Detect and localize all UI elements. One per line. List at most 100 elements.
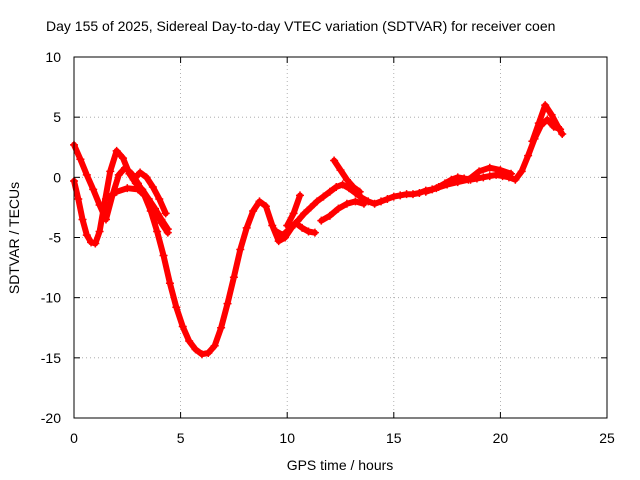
- y-tick-label: -5: [49, 230, 62, 246]
- data-point: [342, 175, 351, 184]
- data-point: [421, 187, 430, 196]
- x-tick-label: 20: [493, 430, 509, 446]
- data-point: [119, 154, 128, 163]
- data-point: [114, 170, 123, 179]
- series-receiver-coen-track-C: [101, 184, 172, 237]
- data-point: [278, 231, 287, 240]
- data-point: [78, 215, 87, 224]
- data-point: [272, 227, 281, 236]
- data-point: [223, 299, 232, 308]
- series-track: [318, 198, 367, 224]
- data-point: [475, 167, 484, 176]
- data-point: [291, 219, 300, 228]
- data-point: [334, 204, 343, 213]
- data-point: [349, 182, 358, 191]
- data-point: [185, 336, 194, 345]
- data-point: [359, 199, 368, 208]
- data-point: [313, 197, 322, 206]
- data-point: [268, 221, 277, 230]
- data-point: [485, 163, 494, 172]
- data-point: [255, 197, 264, 206]
- x-tick-label: 15: [386, 430, 402, 446]
- data-point: [165, 279, 174, 288]
- data-point: [112, 187, 121, 196]
- data-point: [144, 194, 153, 203]
- series-receiver-coen-track-E: [272, 219, 319, 240]
- data-point: [507, 169, 516, 178]
- data-point: [123, 184, 132, 193]
- data-point: [142, 173, 151, 182]
- data-point: [383, 194, 392, 203]
- data-point: [355, 187, 364, 196]
- chart-title: Day 155 of 2025, Sidereal Day-to-day VTE…: [46, 18, 555, 34]
- plot-frame: [73, 56, 608, 419]
- data-point: [342, 199, 351, 208]
- data-point: [336, 166, 345, 175]
- data-point: [172, 303, 181, 312]
- data-point: [289, 209, 298, 218]
- data-series: [70, 101, 567, 359]
- data-point: [101, 194, 110, 203]
- data-point: [325, 211, 334, 220]
- data-point: [295, 191, 304, 200]
- data-point: [325, 187, 334, 196]
- data-point: [396, 191, 405, 200]
- data-point: [99, 203, 108, 212]
- data-point: [242, 223, 251, 232]
- data-point: [298, 223, 307, 232]
- data-point: [543, 115, 552, 124]
- series-track: [130, 169, 169, 217]
- series-receiver-coen-track-F: [283, 191, 304, 230]
- data-point: [304, 227, 313, 236]
- grid-lines: [74, 57, 607, 418]
- data-point: [217, 323, 226, 332]
- data-point: [155, 194, 164, 203]
- data-point: [151, 207, 160, 216]
- data-point: [283, 221, 292, 230]
- data-point: [319, 192, 328, 201]
- data-point: [148, 182, 157, 191]
- data-point: [524, 151, 533, 160]
- data-point: [553, 122, 562, 131]
- data-point: [300, 209, 309, 218]
- y-tick-label: 0: [53, 169, 61, 185]
- data-point: [310, 228, 319, 237]
- data-point: [274, 237, 283, 246]
- data-point: [317, 216, 326, 225]
- data-point: [492, 170, 501, 179]
- data-point: [389, 192, 398, 201]
- data-point: [197, 350, 206, 359]
- data-point: [178, 322, 187, 331]
- y-tick-label: -20: [41, 410, 61, 426]
- data-point: [496, 166, 505, 175]
- data-point: [204, 349, 213, 358]
- series-receiver-coen-track-H: [317, 197, 368, 225]
- data-point: [443, 180, 452, 189]
- data-point: [377, 197, 386, 206]
- data-point: [136, 168, 145, 177]
- data-point: [161, 209, 170, 218]
- data-point: [464, 175, 473, 184]
- data-point: [249, 207, 258, 216]
- data-point: [415, 188, 424, 197]
- data-point: [87, 238, 96, 247]
- data-point: [157, 219, 166, 228]
- data-point: [191, 345, 200, 354]
- data-point: [517, 167, 526, 176]
- data-point: [129, 175, 138, 184]
- data-point: [210, 341, 219, 350]
- data-point: [76, 155, 85, 164]
- data-point: [528, 137, 537, 146]
- data-point: [432, 184, 441, 193]
- data-point: [229, 273, 238, 282]
- series-receiver-coen-track-A: [70, 115, 565, 359]
- y-tick-label: 5: [53, 109, 61, 125]
- data-point: [541, 101, 550, 110]
- data-point: [351, 197, 360, 206]
- data-point: [91, 239, 100, 248]
- data-point: [330, 156, 339, 165]
- x-tick-label: 0: [70, 430, 78, 446]
- series-receiver-coen-track-I: [421, 163, 516, 196]
- data-point: [370, 199, 379, 208]
- y-tick-label: -10: [41, 290, 61, 306]
